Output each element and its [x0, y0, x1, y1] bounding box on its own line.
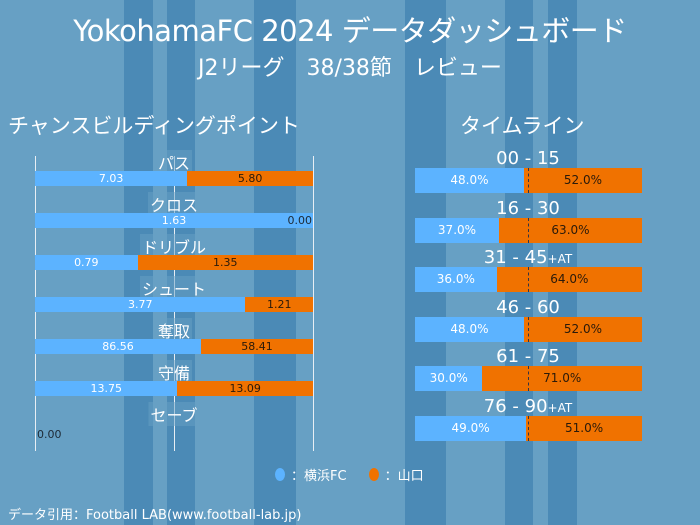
chance-row-label: 守備 — [155, 360, 193, 384]
dashboard-subtitle: J2リーグ 38/38節 レビュー — [198, 56, 502, 81]
away-legend-label: ：山口 — [384, 469, 424, 484]
away-legend-dot-icon — [368, 468, 379, 481]
legend: ：横浜FC ：山口 — [275, 465, 424, 484]
chance-home-bar: 7.03 — [35, 171, 188, 186]
chance-away-bar: 1.21 — [245, 297, 313, 312]
chance-home-bar: 1.63 — [35, 213, 313, 228]
timeline-home-bar: 49.0% — [415, 415, 527, 441]
timeline-away-bar: 63.0% — [498, 217, 642, 243]
timeline-midline — [528, 415, 529, 441]
period-suffix: +AT — [547, 252, 573, 266]
period-range: 16 - 30 — [496, 197, 560, 219]
timeline-period-label: 76 - 90+AT — [482, 396, 574, 417]
timeline-away-bar: 52.0% — [523, 316, 642, 342]
timeline-midline — [528, 366, 529, 391]
timeline-home-bar: 36.0% — [415, 267, 497, 292]
timeline-period-label: 16 - 30 — [494, 198, 562, 219]
chance-away-bar: 58.41 — [200, 339, 313, 354]
chance-row-label: ドリブル — [139, 234, 209, 258]
timeline-home-bar: 37.0% — [415, 217, 499, 243]
chance-away-value: 0.00 — [287, 214, 313, 227]
chance-home-bar: 13.75 — [35, 381, 178, 396]
home-legend-dot-icon — [275, 468, 285, 481]
chance-section-title: チャンスビルディングポイント — [8, 114, 300, 138]
timeline-midline — [528, 168, 529, 193]
timeline-period-label: 61 - 75 — [494, 346, 562, 367]
period-range: 31 - 45 — [483, 247, 548, 268]
timeline-period-label: 00 - 15 — [494, 148, 562, 169]
timeline-home-bar: 48.0% — [415, 168, 524, 193]
timeline-period-label: 31 - 45+AT — [482, 247, 574, 268]
chance-home-bar: 0.79 — [35, 255, 138, 270]
chance-away-bar: 5.80 — [187, 171, 313, 186]
chance-row-label: クロス — [147, 192, 201, 216]
timeline-away-bar: 64.0% — [496, 267, 642, 292]
chance-row-label: 奪取 — [155, 318, 193, 342]
timeline-period-label: 46 - 60 — [494, 297, 562, 318]
period-range: 61 - 75 — [496, 346, 560, 367]
period-suffix: +AT — [547, 400, 573, 415]
period-range: 46 - 60 — [496, 296, 560, 318]
timeline-midline — [528, 217, 529, 243]
home-legend-label: ：横浜FC — [291, 469, 347, 484]
chance-row-label: セーブ — [148, 402, 200, 426]
data-source-footer: データ引用：Football LAB(www.football-lab.jp) — [8, 508, 302, 523]
chance-home-bar: 3.77 — [35, 297, 246, 312]
chance-row-label: パス — [155, 150, 193, 174]
timeline-midline — [528, 267, 529, 292]
chance-row-label: シュート — [139, 276, 209, 300]
axis-line-right — [313, 156, 314, 451]
dashboard-title: YokohamaFC 2024 データダッシュボード — [73, 14, 627, 48]
chance-home-value: 0.00 — [37, 428, 62, 441]
timeline-home-bar: 30.0% — [415, 366, 483, 391]
period-range: 00 - 15 — [496, 148, 560, 169]
timeline-away-bar: 71.0% — [482, 366, 642, 391]
chance-away-bar: 1.35 — [137, 255, 313, 270]
timeline-home-bar: 48.0% — [415, 316, 524, 342]
timeline-section-title: タイムライン — [460, 114, 585, 138]
period-range: 76 - 90 — [483, 395, 548, 417]
chance-away-bar: 13.09 — [177, 381, 313, 396]
timeline-midline — [528, 316, 529, 342]
timeline-away-bar: 52.0% — [523, 168, 642, 193]
timeline-away-bar: 51.0% — [526, 415, 642, 441]
chance-home-bar: 86.56 — [35, 339, 201, 354]
